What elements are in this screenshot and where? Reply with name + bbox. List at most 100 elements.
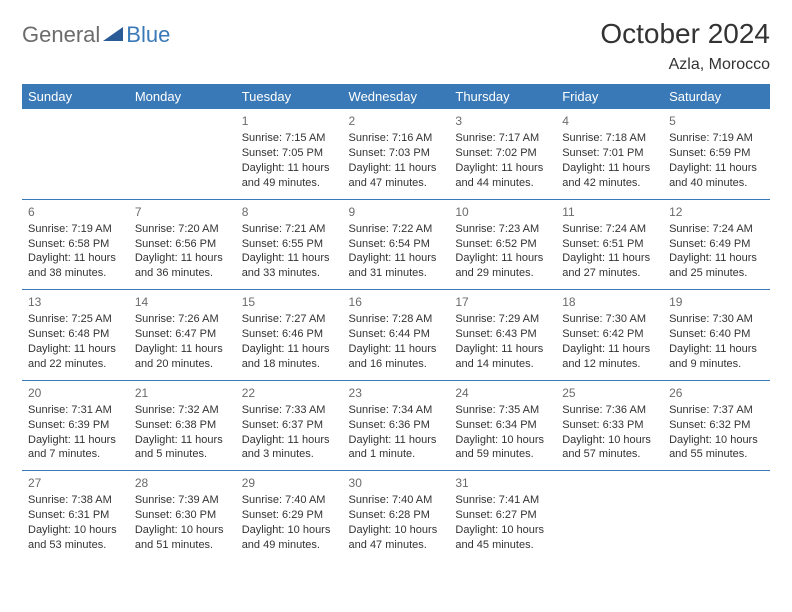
daylight-text: Daylight: 11 hours and 18 minutes.: [242, 342, 337, 372]
sunrise-text: Sunrise: 7:29 AM: [455, 312, 550, 327]
day-number: 8: [242, 204, 337, 220]
calendar-week-row: 1Sunrise: 7:15 AMSunset: 7:05 PMDaylight…: [22, 109, 770, 199]
sunrise-text: Sunrise: 7:38 AM: [28, 493, 123, 508]
sunset-text: Sunset: 6:27 PM: [455, 508, 550, 523]
sunset-text: Sunset: 7:02 PM: [455, 146, 550, 161]
sunrise-text: Sunrise: 7:34 AM: [349, 403, 444, 418]
title-block: October 2024 Azla, Morocco: [600, 18, 770, 74]
triangle-icon: [103, 25, 123, 46]
calendar-cell: 21 Sunrise: 7:32 AMSunset: 6:38 PMDayligh…: [129, 380, 236, 471]
calendar-cell: 15Sunrise: 7:27 AMSunset: 6:46 PMDayligh…: [236, 290, 343, 381]
calendar-cell: 2Sunrise: 7:16 AMSunset: 7:03 PMDaylight…: [343, 109, 450, 199]
day-number: 16: [349, 294, 444, 310]
daylight-text: Daylight: 10 hours and 49 minutes.: [242, 523, 337, 553]
sunrise-text: Sunrise: 7:40 AM: [349, 493, 444, 508]
day-number: 3: [455, 113, 550, 129]
day-number: 27: [28, 475, 123, 491]
sunrise-text: Sunrise: 7:17 AM: [455, 131, 550, 146]
sunrise-text: Sunrise: 7:25 AM: [28, 312, 123, 327]
day-number: 5: [669, 113, 764, 129]
day-header: Thursday: [449, 84, 556, 109]
daylight-text: Daylight: 11 hours and 9 minutes.: [669, 342, 764, 372]
daylight-text: Daylight: 11 hours and 27 minutes.: [562, 251, 657, 281]
sunset-text: Sunset: 7:05 PM: [242, 146, 337, 161]
sunset-text: Sunset: 6:59 PM: [669, 146, 764, 161]
sunset-text: Sunset: 6:38 PM: [135, 418, 230, 433]
day-header: Sunday: [22, 84, 129, 109]
sunset-text: Sunset: 6:43 PM: [455, 327, 550, 342]
day-number: 29: [242, 475, 337, 491]
daylight-text: Daylight: 10 hours and 59 minutes.: [455, 433, 550, 463]
daylight-text: Daylight: 10 hours and 57 minutes.: [562, 433, 657, 463]
day-number: 21: [135, 385, 230, 401]
calendar-page: General Blue October 2024 Azla, Morocco …: [0, 0, 792, 571]
sunrise-text: Sunrise: 7:32 AM: [135, 403, 230, 418]
sunset-text: Sunset: 6:51 PM: [562, 237, 657, 252]
calendar-cell: 25Sunrise: 7:36 AMSunset: 6:33 PMDayligh…: [556, 380, 663, 471]
daylight-text: Daylight: 11 hours and 1 minute.: [349, 433, 444, 463]
sunset-text: Sunset: 6:58 PM: [28, 237, 123, 252]
day-number: 15: [242, 294, 337, 310]
calendar-cell: [129, 109, 236, 199]
daylight-text: Daylight: 11 hours and 5 minutes.: [135, 433, 230, 463]
calendar-cell: 26Sunrise: 7:37 AMSunset: 6:32 PMDayligh…: [663, 380, 770, 471]
sunrise-text: Sunrise: 7:37 AM: [669, 403, 764, 418]
day-header: Wednesday: [343, 84, 450, 109]
calendar-cell: 5Sunrise: 7:19 AMSunset: 6:59 PMDaylight…: [663, 109, 770, 199]
daylight-text: Daylight: 11 hours and 38 minutes.: [28, 251, 123, 281]
sunrise-text: Sunrise: 7:30 AM: [669, 312, 764, 327]
logo-text-general: General: [22, 22, 100, 48]
page-title: October 2024: [600, 18, 770, 50]
calendar-cell: 23Sunrise: 7:34 AMSunset: 6:36 PMDayligh…: [343, 380, 450, 471]
sunset-text: Sunset: 6:31 PM: [28, 508, 123, 523]
sunset-text: Sunset: 6:37 PM: [242, 418, 337, 433]
sunset-text: Sunset: 6:36 PM: [349, 418, 444, 433]
sunset-text: Sunset: 6:56 PM: [135, 237, 230, 252]
sunrise-text: Sunrise: 7:31 AM: [28, 403, 123, 418]
calendar-body: 1 Sunrise: 7:15 AMSunset: 7:05 PM Daylight…: [22, 109, 770, 561]
sunset-text: Sunset: 6:55 PM: [242, 237, 337, 252]
calendar-cell: 16Sunrise: 7:28 AMSunset: 6:44 PMDayligh…: [343, 290, 450, 381]
day-number: 1: [242, 113, 337, 129]
calendar-week-row: 13Sunrise: 7:25 AMSunset: 6:48 PMDayligh…: [22, 290, 770, 381]
sunset-text: Sunset: 6:32 PM: [669, 418, 764, 433]
daylight-text: Daylight: 11 hours and 36 minutes.: [135, 251, 230, 281]
sunset-text: Sunset: 6:44 PM: [349, 327, 444, 342]
daylight-text: Daylight: 11 hours and 31 minutes.: [349, 251, 444, 281]
sunset-text: Sunset: 6:42 PM: [562, 327, 657, 342]
sunrise-text: Sunrise: 7:22 AM: [349, 222, 444, 237]
calendar-week-row: 6Sunrise: 7:19 AMSunset: 6:58 PMDaylight…: [22, 199, 770, 290]
calendar-cell: 1Sunrise: 7:15 AMSunset: 7:05 PMDaylight…: [236, 109, 343, 199]
day-number: 22: [242, 385, 337, 401]
daylight-text: Daylight: 10 hours and 47 minutes.: [349, 523, 444, 553]
calendar-cell: [663, 471, 770, 561]
calendar-cell: 4Sunrise: 7:18 AMSunset: 7:01 PMDaylight…: [556, 109, 663, 199]
calendar-cell: 14Sunrise: 7:26 AMSunset: 6:47 PMDayligh…: [129, 290, 236, 381]
sunrise-text: Sunrise: 7:15 AM: [242, 131, 337, 146]
day-number: 20: [28, 385, 123, 401]
sunset-text: Sunset: 6:52 PM: [455, 237, 550, 252]
day-number: 9: [349, 204, 444, 220]
day-number: 2: [349, 113, 444, 129]
calendar-cell: 22Sunrise: 7:33 AMSunset: 6:37 PMDayligh…: [236, 380, 343, 471]
sunrise-text: Sunrise: 7:23 AM: [455, 222, 550, 237]
daylight-text: Daylight: 11 hours and 14 minutes.: [455, 342, 550, 372]
daylight-text: Daylight: 10 hours and 55 minutes.: [669, 433, 764, 463]
sunrise-text: Sunrise: 7:16 AM: [349, 131, 444, 146]
day-number: 31: [455, 475, 550, 491]
day-number: 11: [562, 204, 657, 220]
day-number: 17: [455, 294, 550, 310]
daylight-text: Daylight: 11 hours and 29 minutes.: [455, 251, 550, 281]
calendar-cell: 28Sunrise: 7:39 AMSunset: 6:30 PMDayligh…: [129, 471, 236, 561]
sunset-text: Sunset: 6:49 PM: [669, 237, 764, 252]
daylight-text: Daylight: 11 hours and 16 minutes.: [349, 342, 444, 372]
calendar-cell: 24Sunrise: 7:35 AMSunset: 6:34 PMDayligh…: [449, 380, 556, 471]
sunrise-text: Sunrise: 7:24 AM: [562, 222, 657, 237]
sunrise-text: Sunrise: 7:39 AM: [135, 493, 230, 508]
daylight-text: Daylight: 11 hours and 22 minutes.: [28, 342, 123, 372]
day-number: 7: [135, 204, 230, 220]
daylight-text: Daylight: 10 hours and 51 minutes.: [135, 523, 230, 553]
calendar-cell: 8Sunrise: 7:21 AMSunset: 6:55 PMDaylight…: [236, 199, 343, 290]
day-number: 24: [455, 385, 550, 401]
sunset-text: Sunset: 6:29 PM: [242, 508, 337, 523]
